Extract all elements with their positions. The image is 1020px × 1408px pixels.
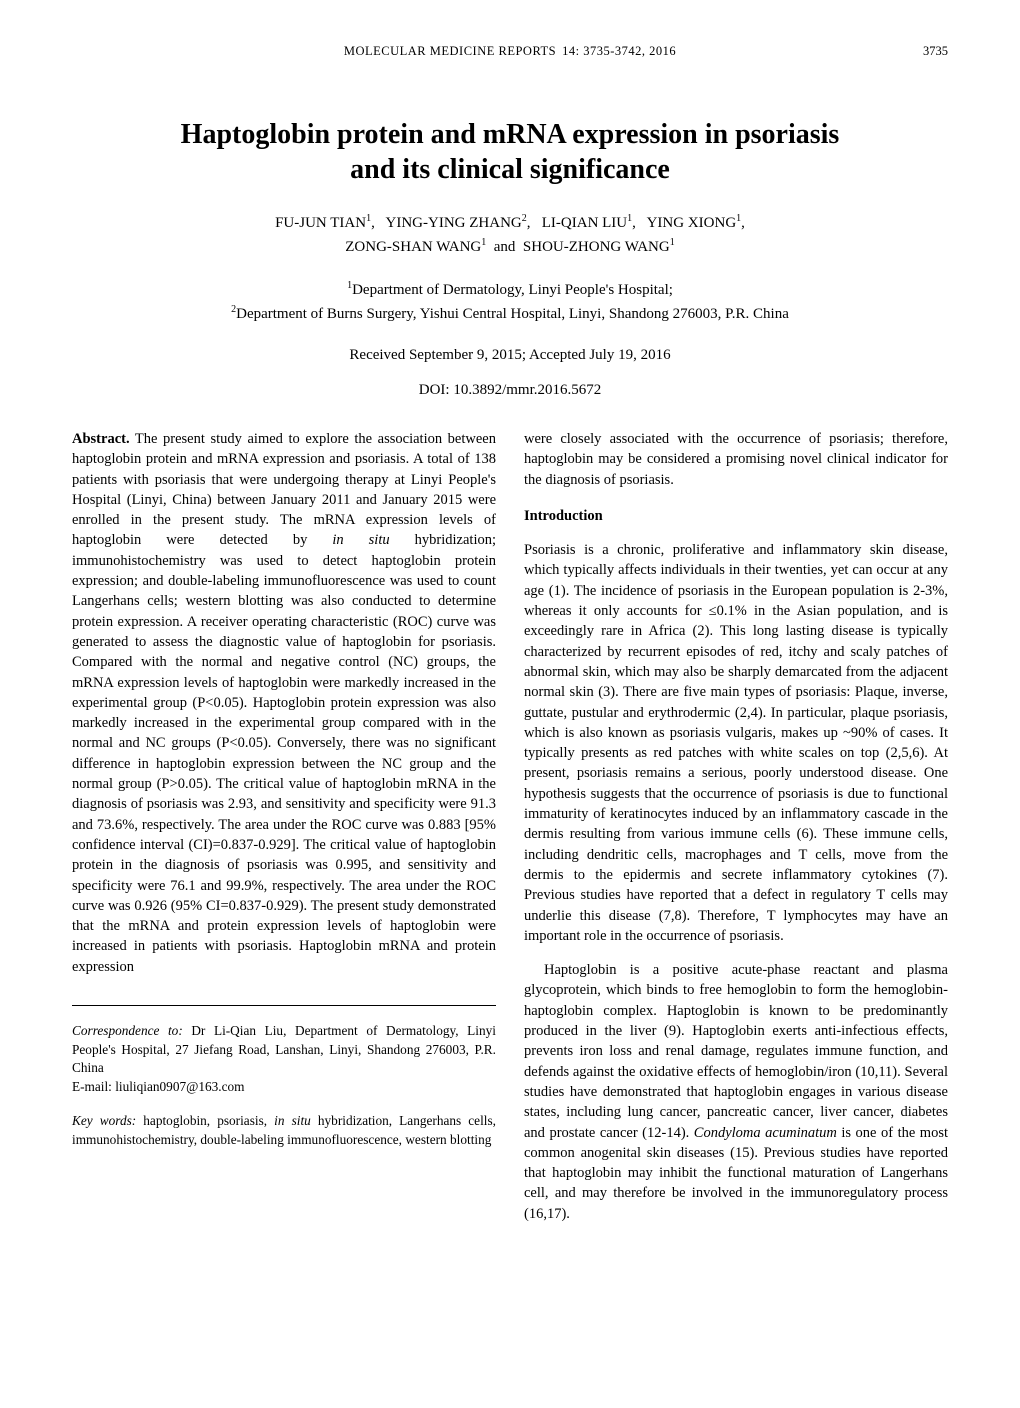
author-3-sup: 1 [627,213,632,224]
author-5-sup: 1 [481,237,486,248]
keywords-text-pre: haptoglobin, psoriasis, [136,1113,274,1128]
author-5: ZONG-SHAN WANG [345,239,481,255]
keywords-label: Key words: [72,1113,136,1128]
author-6-sup: 1 [670,237,675,248]
article-title: Haptoglobin protein and mRNA expression … [72,117,948,187]
affiliation-2: Department of Burns Surgery, Yishui Cent… [236,306,789,322]
right-column: were closely associated with the occurre… [524,429,948,1224]
keywords-line: Key words: haptoglobin, psoriasis, in si… [72,1112,496,1149]
affiliation-1: Department of Dermatology, Linyi People'… [352,282,673,298]
affiliations: 1Department of Dermatology, Linyi People… [72,278,948,325]
correspondence-email: E-mail: liuliqian0907@163.com [72,1078,496,1097]
author-4-sup: 1 [736,213,741,224]
correspondence-line: Correspondence to: Dr Li-Qian Liu, Depar… [72,1022,496,1078]
page-number: 3735 [923,44,948,59]
introduction-p2-a: Haptoglobin is a positive acute-phase re… [524,962,948,1140]
abstract-text-2: hybridization; immunohistochemistry was … [72,532,496,974]
doi: DOI: 10.3892/mmr.2016.5672 [72,382,948,399]
author-1: FU-JUN TIAN [275,215,366,231]
introduction-p2-italic: Condyloma acuminatum [694,1125,837,1141]
abstract-paragraph: Abstract. The present study aimed to exp… [72,429,496,977]
title-line-2: and its clinical significance [350,154,670,185]
author-1-sup: 1 [366,213,371,224]
author-2: YING-YING ZHANG [386,215,522,231]
introduction-p1: Psoriasis is a chronic, proliferative an… [524,540,948,946]
abstract-italic-insitu: in situ [332,532,389,548]
abstract-label: Abstract. [72,431,130,447]
introduction-p2: Haptoglobin is a positive acute-phase re… [524,960,948,1224]
correspondence-block: Correspondence to: Dr Li-Qian Liu, Depar… [72,1005,496,1096]
abstract-text-1: The present study aimed to explore the a… [72,431,496,548]
author-list: FU-JUN TIAN1, YING-YING ZHANG2, LI-QIAN … [72,211,948,258]
author-3: LI-QIAN LIU [542,215,627,231]
abstract-continuation: were closely associated with the occurre… [524,429,948,490]
received-accepted-dates: Received September 9, 2015; Accepted Jul… [72,347,948,364]
volume-pages-year: 14: 3735-3742, 2016 [562,44,676,59]
two-column-layout: Abstract. The present study aimed to exp… [72,429,948,1224]
running-head: MOLECULAR MEDICINE REPORTS 14: 3735-3742… [72,44,948,59]
journal-name: MOLECULAR MEDICINE REPORTS [344,44,556,59]
keywords-italic-insitu: in situ [274,1113,311,1128]
author-2-sup: 2 [522,213,527,224]
introduction-heading: Introduction [524,506,948,526]
author-6: SHOU-ZHONG WANG [523,239,670,255]
left-column: Abstract. The present study aimed to exp… [72,429,496,1224]
keywords-block: Key words: haptoglobin, psoriasis, in si… [72,1112,496,1149]
correspondence-label: Correspondence to: [72,1023,183,1038]
title-line-1: Haptoglobin protein and mRNA expression … [181,119,840,150]
author-4: YING XIONG [647,215,737,231]
